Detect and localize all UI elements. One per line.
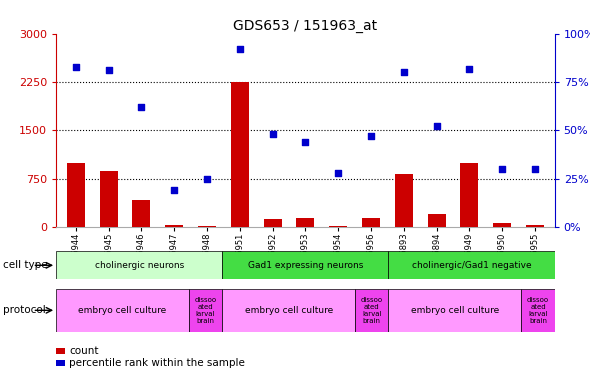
- Point: [464, 66, 474, 72]
- Bar: [355, 289, 388, 332]
- Point: [268, 131, 277, 137]
- Text: percentile rank within the sample: percentile rank within the sample: [69, 358, 245, 368]
- Point: [530, 166, 540, 172]
- Text: cholinergic neurons: cholinergic neurons: [94, 261, 183, 270]
- Bar: [388, 289, 522, 332]
- Bar: [362, 218, 380, 227]
- Text: count: count: [69, 346, 99, 355]
- Point: [71, 64, 80, 70]
- Point: [333, 170, 343, 176]
- Bar: [329, 226, 347, 227]
- Bar: [493, 223, 511, 227]
- Bar: [100, 171, 117, 227]
- Point: [235, 46, 244, 52]
- Point: [104, 68, 113, 74]
- Point: [300, 139, 310, 145]
- Text: embryo cell culture: embryo cell culture: [411, 306, 499, 315]
- Text: cell type: cell type: [3, 260, 48, 270]
- Bar: [198, 226, 216, 227]
- Bar: [264, 219, 281, 227]
- Bar: [222, 289, 355, 332]
- Bar: [526, 225, 544, 227]
- Point: [366, 133, 376, 139]
- Point: [137, 104, 146, 110]
- Bar: [132, 200, 150, 227]
- Bar: [56, 289, 189, 332]
- Text: dissoo
ated
larval
brain: dissoo ated larval brain: [195, 297, 217, 324]
- Text: embryo cell culture: embryo cell culture: [78, 306, 166, 315]
- Bar: [395, 174, 413, 227]
- Bar: [388, 251, 555, 279]
- Text: protocol: protocol: [3, 305, 45, 315]
- Bar: [460, 163, 478, 227]
- Title: GDS653 / 151963_at: GDS653 / 151963_at: [233, 19, 378, 33]
- Point: [202, 176, 212, 181]
- Bar: [231, 82, 249, 227]
- Point: [432, 123, 441, 129]
- Point: [169, 187, 179, 193]
- Text: embryo cell culture: embryo cell culture: [245, 306, 333, 315]
- Point: [399, 69, 408, 75]
- Bar: [222, 251, 388, 279]
- Text: dissoo
ated
larval
brain: dissoo ated larval brain: [527, 297, 549, 324]
- Text: cholinergic/Gad1 negative: cholinergic/Gad1 negative: [412, 261, 532, 270]
- Bar: [56, 251, 222, 279]
- Text: dissoo
ated
larval
brain: dissoo ated larval brain: [360, 297, 383, 324]
- Text: Gad1 expressing neurons: Gad1 expressing neurons: [248, 261, 363, 270]
- Bar: [67, 162, 85, 227]
- Point: [497, 166, 507, 172]
- Bar: [296, 218, 314, 227]
- Bar: [165, 225, 183, 227]
- Bar: [522, 289, 555, 332]
- Bar: [428, 214, 445, 227]
- Bar: [189, 289, 222, 332]
